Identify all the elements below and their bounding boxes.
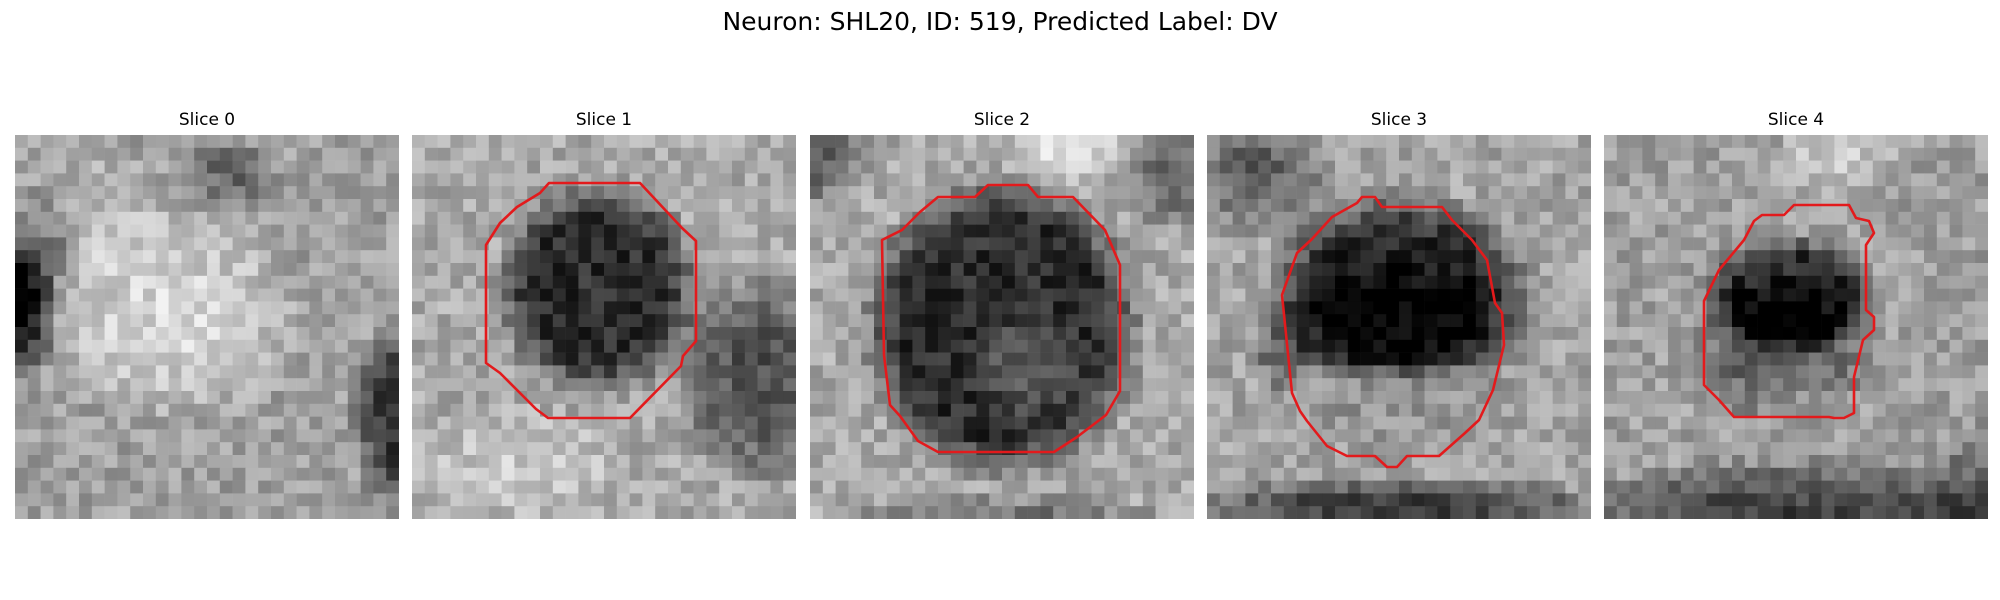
- slice-panel-4: Slice 4: [1604, 110, 1988, 520]
- slice-panel-2: Slice 2: [810, 110, 1194, 520]
- slice-image-1: [412, 135, 796, 519]
- roi-contour: [1702, 203, 1876, 420]
- slice-image-2: [810, 135, 1194, 519]
- roi-contour: [880, 183, 1122, 454]
- figure-title: Neuron: SHL20, ID: 519, Predicted Label:…: [722, 7, 1278, 36]
- slice-image-3: [1207, 135, 1591, 519]
- slice-panel-1: Slice 1: [412, 110, 796, 520]
- slice-image-4: [1604, 135, 1988, 519]
- slice-panel-0: Slice 0: [15, 110, 399, 520]
- slice-title: Slice 3: [1370, 110, 1428, 130]
- slice-panel-3: Slice 3: [1207, 110, 1591, 520]
- slice-image-0: [15, 135, 399, 519]
- roi-contour: [484, 181, 698, 420]
- slice-title: Slice 0: [178, 110, 236, 130]
- slice-title: Slice 4: [1767, 110, 1825, 130]
- slice-title: Slice 1: [575, 110, 633, 130]
- roi-contour: [1280, 195, 1506, 469]
- slice-title: Slice 2: [973, 110, 1031, 130]
